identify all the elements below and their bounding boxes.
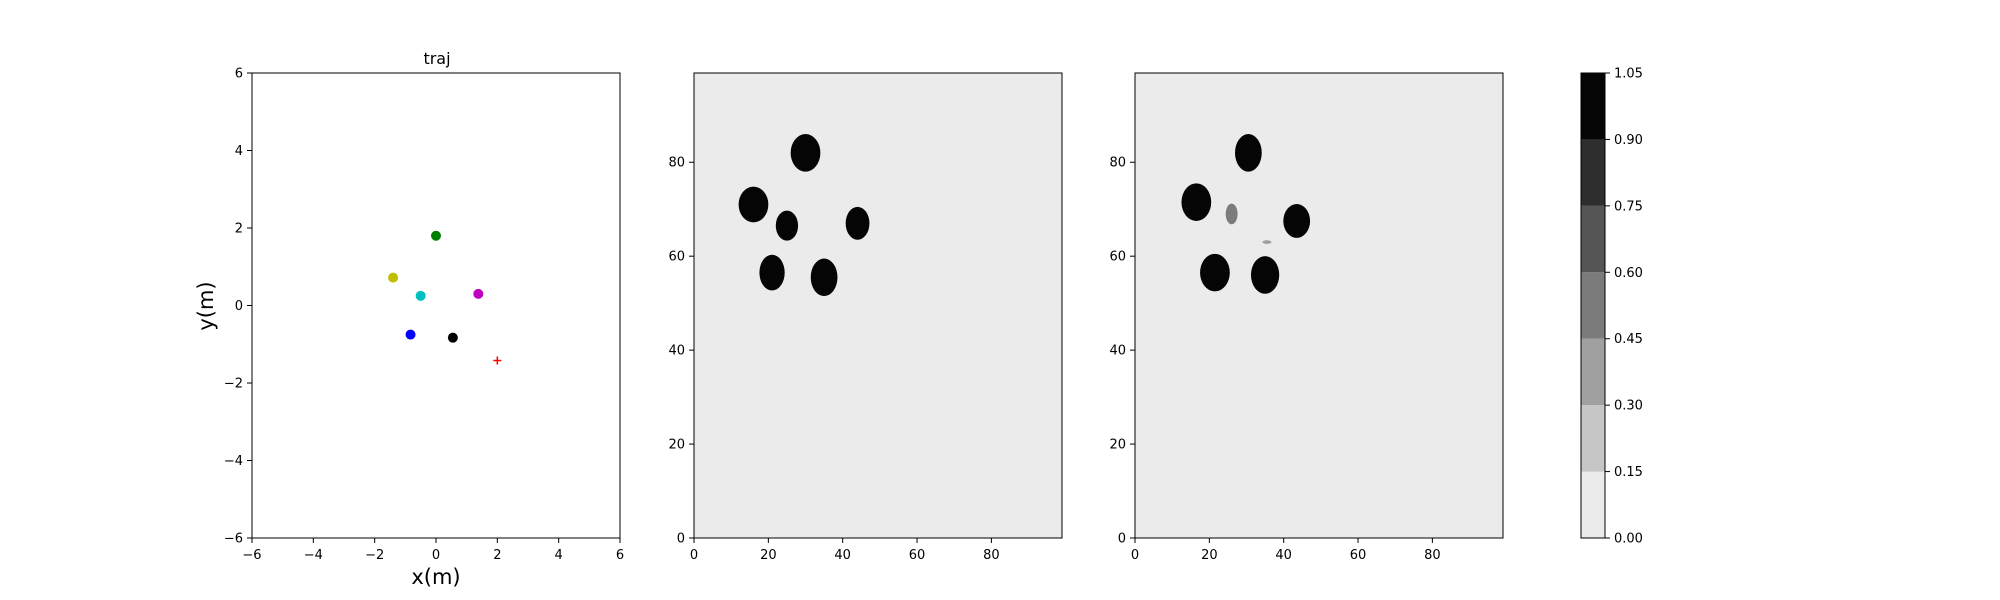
occupancy-map-2: 0 20 40 60 80 0 20 40 60 80 [1109, 72, 1504, 563]
y-tick-label: 60 [668, 250, 685, 265]
x-tick-label: 0 [432, 548, 440, 563]
agent-point [473, 288, 484, 299]
occupancy-map-2-blobs [1181, 134, 1311, 294]
x-tick-label: 60 [909, 548, 926, 563]
colorbar-level [1581, 205, 1605, 273]
y-tick-label: 4 [235, 144, 243, 159]
occupancy-map-1-area [693, 72, 1063, 539]
x-tick-label: 4 [555, 548, 563, 563]
y-axis-label: y(m) [194, 281, 218, 330]
occupancy-blob [1181, 183, 1212, 221]
y-tick-label: 6 [235, 67, 243, 82]
y-tick-label: 40 [1109, 344, 1126, 359]
x-tick-label: 40 [1275, 548, 1292, 563]
occupancy-blob [1262, 240, 1272, 244]
occupancy-map-1-blobs [738, 134, 870, 297]
x-tick-label: 20 [1201, 548, 1218, 563]
x-tick-label: 80 [1424, 548, 1441, 563]
agent-point [447, 332, 458, 343]
occupancy-map-2-x-ticks: 0 20 40 60 80 [1131, 538, 1441, 563]
trajectory-y-ticks: −6 −4 −2 0 2 4 6 [224, 67, 252, 547]
colorbar-tick-label: 0.90 [1614, 133, 1643, 148]
occupancy-blob [845, 206, 870, 240]
y-tick-label: 0 [677, 532, 685, 547]
occupancy-blob [738, 186, 769, 223]
colorbar: 0.00 0.15 0.30 0.45 0.60 0.75 0.90 1.05 [1580, 67, 1643, 547]
occupancy-map-2-y-ticks: 0 20 40 60 80 [1109, 156, 1135, 547]
y-tick-label: 0 [235, 299, 243, 314]
y-tick-label: 60 [1109, 250, 1126, 265]
x-tick-label: −2 [365, 548, 384, 563]
colorbar-level [1581, 139, 1605, 206]
occupancy-map-1: 0 20 40 60 80 0 20 40 60 80 [668, 72, 1063, 563]
colorbar-level [1581, 405, 1605, 472]
occupancy-map-1-x-ticks: 0 20 40 60 80 [690, 538, 1000, 563]
y-tick-label: 80 [668, 156, 685, 171]
agent-point [388, 272, 399, 283]
y-tick-label: 20 [668, 438, 685, 453]
x-tick-label: 2 [493, 548, 501, 563]
colorbar-tick-label: 0.00 [1614, 532, 1643, 547]
x-tick-label: 80 [983, 548, 1000, 563]
occupancy-blob [1283, 204, 1311, 238]
colorbar-frame [1580, 72, 1606, 539]
x-tick-label: 0 [690, 548, 698, 563]
occupancy-map-1-y-ticks: 0 20 40 60 80 [668, 156, 694, 547]
occupancy-blob [810, 258, 838, 297]
x-tick-label: 40 [834, 548, 851, 563]
y-tick-label: 40 [668, 344, 685, 359]
occupancy-blob [1225, 203, 1238, 225]
trajectory-x-ticks: −6 −4 −2 0 2 4 6 [242, 538, 624, 563]
occupancy-blob [775, 210, 799, 241]
colorbar-level [1581, 471, 1605, 538]
x-tick-label: 60 [1350, 548, 1367, 563]
occupancy-blob [1234, 134, 1262, 172]
colorbar-level [1581, 338, 1605, 406]
colorbar-level [1581, 272, 1605, 339]
trajectory-plot-title: traj [423, 49, 450, 68]
x-axis-label: x(m) [411, 565, 460, 589]
agent-point [405, 329, 416, 340]
y-tick-label: 0 [1118, 532, 1126, 547]
colorbar-tick-label: 1.05 [1614, 67, 1643, 82]
y-tick-label: −6 [224, 532, 243, 547]
occupancy-map-2-area [1134, 72, 1504, 539]
colorbar-tick-label: 0.75 [1614, 199, 1643, 214]
colorbar-ticks: 0.00 0.15 0.30 0.45 0.60 0.75 0.90 1.05 [1605, 67, 1643, 547]
trajectory-points [388, 230, 502, 365]
colorbar-tick-label: 0.15 [1614, 465, 1643, 480]
y-tick-label: −4 [224, 454, 243, 469]
trajectory-plot-area [251, 72, 621, 539]
colorbar-level [1581, 73, 1605, 140]
x-tick-label: 6 [616, 548, 624, 563]
agent-point [415, 290, 426, 301]
colorbar-tick-label: 0.60 [1614, 266, 1643, 281]
y-tick-label: −2 [224, 377, 243, 392]
x-tick-label: 20 [760, 548, 777, 563]
occupancy-blob [790, 134, 821, 172]
x-tick-label: −4 [304, 548, 323, 563]
x-tick-label: −6 [242, 548, 261, 563]
colorbar-tick-label: 0.45 [1614, 332, 1643, 347]
occupancy-blob [759, 254, 785, 291]
trajectory-plot: traj −6 −4 −2 0 2 4 6 −6 −4 −2 0 2 4 6 x(m) y(m) [194, 49, 624, 589]
x-tick-label: 0 [1131, 548, 1139, 563]
occupancy-blob [1250, 256, 1280, 294]
occupancy-blob [1200, 253, 1230, 292]
y-tick-label: 20 [1109, 438, 1126, 453]
y-tick-label: 2 [235, 222, 243, 237]
agent-point [431, 230, 441, 241]
colorbar-tick-label: 0.30 [1614, 399, 1643, 414]
y-tick-label: 80 [1109, 156, 1126, 171]
colorbar-levels [1581, 73, 1605, 538]
